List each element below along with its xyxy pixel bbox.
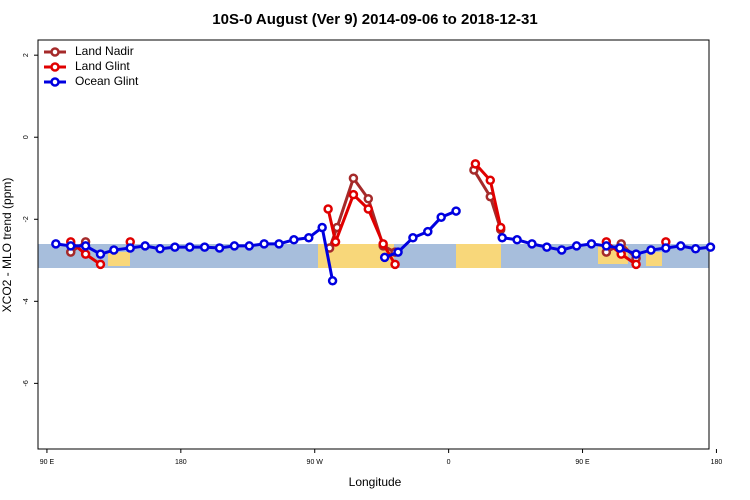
data-point [423, 226, 433, 237]
legend-marker [50, 62, 60, 72]
data-point [65, 241, 76, 251]
data-point [495, 222, 506, 233]
data-point [527, 239, 537, 249]
legend-label: Ocean Glint [75, 74, 139, 88]
x-tick-label: 90 E [575, 459, 590, 466]
data-point [631, 249, 641, 259]
x-tick-label: 180 [711, 459, 723, 466]
data-point [705, 242, 716, 252]
data-point [556, 245, 567, 255]
data-point [244, 241, 255, 251]
data-point [51, 239, 61, 249]
data-point [95, 259, 106, 270]
data-point [140, 241, 150, 251]
data-point [408, 232, 418, 243]
data-point [497, 232, 507, 243]
y-tick-label: 2 [23, 53, 30, 57]
x-axis-label: Longitude [349, 475, 402, 489]
data-point [348, 173, 359, 183]
data-point [542, 242, 552, 252]
data-point [327, 276, 338, 286]
data-point [289, 235, 299, 245]
data-point [390, 259, 400, 270]
data-point [170, 242, 180, 252]
data-point [675, 241, 686, 251]
data-point [317, 222, 327, 233]
data-point [363, 204, 374, 214]
data-point [155, 244, 165, 254]
data-point [379, 252, 390, 263]
legend-marker [50, 77, 60, 87]
data-point [378, 239, 388, 249]
data-point [214, 243, 225, 253]
data-point [259, 239, 269, 249]
data-point [199, 242, 210, 252]
data-point [274, 239, 284, 249]
data-point [348, 189, 359, 200]
x-tick-label: 90 W [307, 459, 324, 466]
x-tick-label: 90 E [40, 459, 55, 466]
data-point [436, 212, 446, 222]
data-point [304, 232, 314, 243]
data-point [363, 194, 374, 204]
data-point [109, 245, 119, 255]
data-point [185, 242, 195, 252]
data-point [95, 249, 106, 259]
data-point [601, 241, 612, 251]
data-point [571, 241, 582, 251]
data-point [470, 159, 481, 169]
x-tick-label: 0 [447, 459, 451, 466]
y-axis-label: XCO2 - MLO trend (ppm) [0, 178, 14, 313]
legend-label: Land Glint [75, 59, 130, 73]
data-point [393, 247, 403, 257]
data-point [485, 175, 496, 186]
data-point [451, 206, 461, 216]
data-point [125, 243, 135, 253]
y-tick-label: -4 [23, 298, 30, 304]
legend-label: Land Nadir [75, 44, 134, 58]
data-point [661, 243, 671, 253]
data-point [80, 241, 91, 251]
data-point [690, 244, 701, 254]
data-point [80, 249, 91, 259]
data-point [512, 235, 522, 245]
data-point [631, 259, 641, 270]
x-tick-label: 180 [175, 459, 187, 466]
y-tick-label: 0 [23, 135, 30, 139]
data-point [330, 237, 341, 247]
legend-marker [50, 47, 60, 57]
data-point [323, 204, 333, 214]
data-point [614, 243, 625, 253]
chart-title: 10S-0 August (Ver 9) 2014-09-06 to 2018-… [212, 11, 537, 28]
data-point [586, 239, 597, 249]
data-point [229, 241, 240, 251]
data-point [646, 245, 656, 255]
y-tick-label: -6 [23, 380, 30, 386]
y-tick-label: -2 [23, 216, 30, 222]
